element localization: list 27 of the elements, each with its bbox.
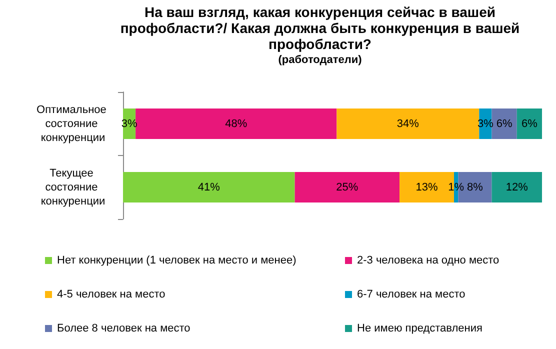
data-label: 12% [506,181,528,194]
y-tick-label: Оптимальное состояние конкуренции [36,104,110,144]
legend-label: 6-7 человек на место [357,288,466,300]
data-label: 34% [396,118,420,130]
data-label: 1% [448,181,464,194]
legend-label: 2-3 человека на одно место [357,254,500,266]
data-label: 25% [336,181,358,194]
legend-label: Нет конкуренции (1 человек на место и менее) [57,254,296,266]
data-label: 6% [496,118,512,130]
bar [492,108,517,139]
legend-label: Более 8 человек на место [57,322,190,334]
bar [336,108,480,139]
chart-title: На ваш взгляд, какая конкуренция сейчас в вашей профобласти?/ Какая должна быть конкуренция в вашей профобласти? [119,4,521,52]
bar [294,172,400,202]
data-label: 41% [198,181,220,194]
bar [136,108,337,139]
legend-label: 4-5 человек на место [57,288,166,300]
chart-subtitle: (работодатели) [277,54,363,66]
data-label: 8% [467,181,484,194]
data-label: 48% [225,118,248,130]
bar [516,108,542,139]
data-label: 13% [416,181,438,194]
legend-label: Не имею представления [357,322,482,334]
data-label: 6% [521,118,538,130]
y-tick-label: Текущее состояние конкуренции [40,167,106,208]
bar [123,172,295,202]
bar [492,172,542,202]
